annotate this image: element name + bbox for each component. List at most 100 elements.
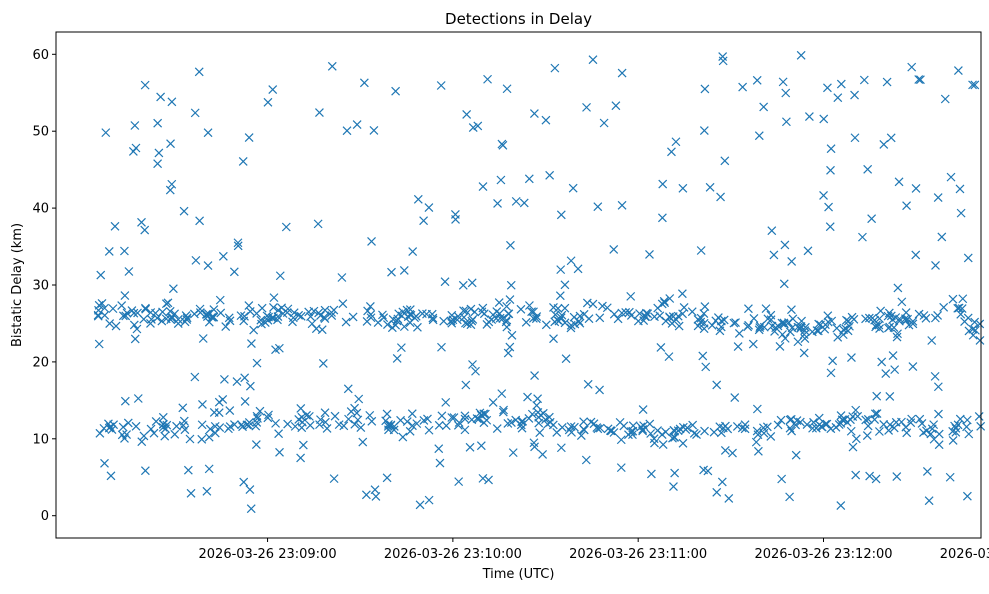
data-point — [779, 318, 789, 328]
data-point — [229, 267, 239, 277]
data-point — [382, 409, 392, 419]
data-point — [499, 405, 509, 415]
data-point — [146, 315, 156, 324]
data-point — [473, 121, 483, 131]
data-point — [190, 372, 200, 382]
data-point — [862, 431, 872, 440]
data-point — [823, 83, 832, 93]
data-point — [701, 362, 711, 372]
data-point — [825, 222, 835, 232]
data-point — [595, 313, 605, 323]
data-point — [365, 410, 375, 420]
data-point — [879, 140, 889, 149]
data-point — [876, 306, 886, 316]
data-point — [478, 303, 488, 313]
data-point — [541, 115, 551, 125]
data-point — [263, 413, 273, 423]
data-point — [472, 414, 482, 423]
data-point — [344, 414, 353, 424]
data-point — [677, 289, 687, 299]
data-point — [459, 312, 469, 322]
data-point — [945, 472, 955, 482]
data-point — [208, 312, 218, 322]
data-point — [602, 303, 612, 313]
data-point — [216, 308, 226, 318]
data-point — [415, 500, 425, 510]
data-point — [503, 418, 513, 428]
data-point — [948, 294, 958, 304]
data-point — [775, 342, 785, 351]
data-point — [458, 280, 468, 290]
data-point — [785, 492, 795, 502]
data-point — [934, 409, 943, 419]
data-point — [846, 426, 856, 436]
data-point — [687, 307, 697, 317]
data-point — [183, 465, 193, 475]
data-point — [785, 327, 795, 337]
data-point — [221, 322, 231, 332]
data-point — [593, 202, 603, 212]
data-point — [225, 406, 235, 415]
data-point — [146, 308, 156, 317]
data-point — [239, 477, 249, 487]
data-point — [407, 409, 417, 419]
x-tick-label: 2026-03-26 23:13:00 — [940, 547, 989, 562]
data-point — [733, 342, 743, 352]
data-point — [678, 183, 688, 193]
data-point — [574, 316, 584, 326]
data-point — [807, 327, 817, 337]
data-point — [568, 183, 578, 193]
data-point — [468, 123, 478, 132]
data-point — [917, 419, 927, 428]
data-point — [120, 434, 129, 443]
data-point — [100, 303, 110, 313]
data-point — [440, 277, 450, 287]
data-point — [553, 303, 563, 313]
data-point — [118, 311, 128, 321]
data-point — [198, 400, 207, 409]
data-point — [579, 424, 588, 434]
data-point — [252, 309, 262, 318]
data-point — [861, 314, 870, 324]
data-point — [582, 102, 591, 112]
data-point — [753, 446, 763, 456]
data-point — [209, 305, 219, 314]
data-point — [875, 314, 884, 324]
data-point — [803, 246, 813, 256]
data-point — [339, 421, 349, 431]
data-point — [413, 322, 422, 332]
data-point — [465, 442, 475, 452]
data-point — [167, 313, 176, 323]
data-point — [434, 420, 444, 430]
data-point — [901, 314, 910, 324]
data-point — [845, 321, 854, 331]
data-point — [197, 434, 207, 444]
data-point — [269, 303, 278, 312]
data-point — [907, 62, 917, 72]
data-point — [894, 316, 904, 326]
data-point — [128, 146, 138, 156]
data-point — [203, 309, 213, 319]
data-point — [252, 358, 262, 368]
data-point — [538, 450, 548, 459]
data-point — [399, 265, 409, 275]
x-axis-label: Time (UTC) — [482, 567, 555, 582]
data-point — [611, 101, 621, 111]
data-point — [968, 324, 978, 334]
data-point — [523, 392, 532, 402]
data-point — [296, 403, 306, 413]
chart-title: Detections in Delay — [445, 10, 592, 28]
data-point — [617, 68, 627, 78]
data-point — [369, 125, 379, 135]
data-point — [881, 369, 891, 379]
data-point — [836, 501, 846, 510]
data-point — [853, 411, 863, 421]
data-point — [105, 319, 115, 328]
x-tick-label: 2026-03-26 23:11:00 — [569, 547, 707, 562]
y-axis-label: Bistatic Delay (km) — [10, 223, 25, 347]
data-point — [889, 423, 899, 433]
data-point — [446, 316, 456, 326]
data-point — [885, 420, 895, 430]
data-point — [525, 301, 534, 310]
data-point — [816, 421, 826, 431]
